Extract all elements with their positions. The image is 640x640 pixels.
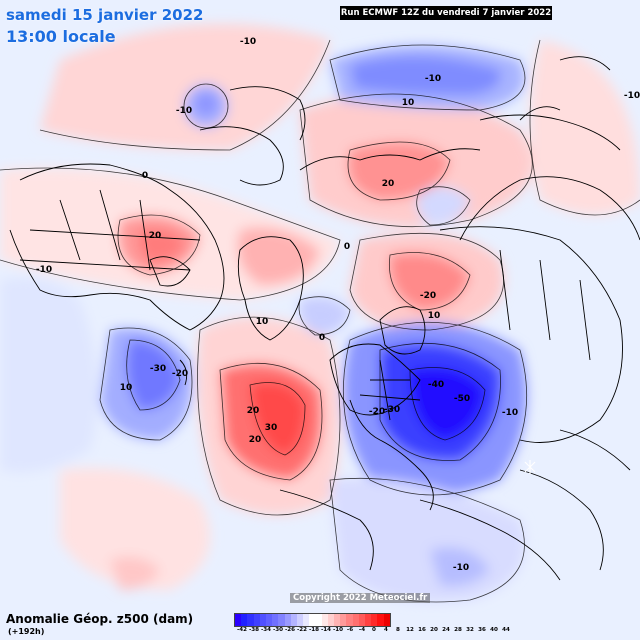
legend-tick-label: -22 (296, 627, 308, 633)
legend-tick-label: 20 (430, 627, 438, 633)
legend-color-cell (235, 614, 242, 626)
contour-label: 30 (264, 423, 278, 433)
legend-color-cell (272, 614, 279, 626)
contour-label: -50 (453, 394, 471, 404)
legend-tick-label: -6 (346, 627, 354, 633)
legend-color-cell (315, 614, 322, 626)
legend-color-cell (340, 614, 347, 626)
contour-label: -10 (35, 265, 53, 275)
legend-tick-label: -42 (236, 627, 248, 633)
legend-tick-label: 4 (384, 627, 388, 633)
legend-tick-label: -10 (332, 627, 344, 633)
legend-tick-label: 24 (442, 627, 450, 633)
legend-color-cell (303, 614, 310, 626)
legend-tick-label: 12 (406, 627, 414, 633)
contour-label: -30 (383, 405, 401, 415)
legend-tick-label: -14 (320, 627, 332, 633)
legend-color-cell (284, 614, 291, 626)
legend-tick-label: -34 (260, 627, 272, 633)
contour-label: -10 (175, 106, 193, 116)
contour-label: 10 (255, 317, 269, 327)
legend-tick-label: 28 (454, 627, 462, 633)
legend-color-cell (265, 614, 273, 626)
legend-color-cell (309, 614, 316, 626)
copyright-notice: Copyright 2022 Meteociel.fr (290, 593, 431, 603)
legend-tick-label: -30 (272, 627, 284, 633)
legend-tick-label: 8 (396, 627, 400, 633)
contour-label: 0 (141, 171, 149, 181)
legend-tick-label: 40 (490, 627, 498, 633)
legend-tick-label: 36 (478, 627, 486, 633)
legend-tick-label: -4 (358, 627, 366, 633)
contour-label: 0 (343, 242, 351, 252)
legend-color-cell (346, 614, 353, 626)
legend-color-cell (296, 614, 304, 626)
contour-label: -10 (239, 37, 257, 47)
contour-label: -20 (419, 291, 437, 301)
legend-color-cell (358, 614, 365, 626)
forecast-lead-time: (+192h) (8, 627, 45, 636)
contour-label: -10 (623, 91, 640, 101)
legend-tick-label: 16 (418, 627, 426, 633)
legend-tick-label: -26 (284, 627, 296, 633)
legend-color-cell (241, 614, 248, 626)
legend-color-cell (259, 614, 266, 626)
contour-label: -20 (368, 407, 386, 417)
contour-label: -40 (427, 380, 445, 390)
legend-color-cell (377, 614, 384, 626)
contour-label: -30 (149, 364, 167, 374)
contour-label: 10 (427, 311, 441, 321)
contour-label: 10 (401, 98, 415, 108)
legend-color-cell (321, 614, 328, 626)
legend-color-cell (247, 614, 254, 626)
legend-tick-label: 44 (502, 627, 510, 633)
contour-label: 10 (119, 383, 133, 393)
contour-label: 20 (246, 406, 260, 416)
legend-color-cell (352, 614, 359, 626)
color-legend (234, 613, 391, 627)
forecast-date: samedi 15 janvier 2022 (6, 6, 204, 24)
contour-label: -10 (501, 408, 519, 418)
legend-tick-label: 0 (372, 627, 376, 633)
contour-label: -10 (424, 74, 442, 84)
contour-label: -20 (171, 369, 189, 379)
contour-label: -10 (452, 563, 470, 573)
legend-tick-label: 32 (466, 627, 474, 633)
legend-color-cell (290, 614, 297, 626)
legend-title: Anomalie Géop. z500 (dam) (6, 612, 194, 626)
run-banner: Run ECMWF 12Z du vendredi 7 janvier 2022 (340, 6, 552, 20)
contour-label: 20 (381, 179, 395, 189)
legend-color-cell (278, 614, 285, 626)
legend-tick-label: -38 (248, 627, 260, 633)
legend-color-cell (253, 614, 260, 626)
legend-color-cell (334, 614, 341, 626)
legend-color-cell (364, 614, 372, 626)
legend-color-cell (383, 614, 390, 626)
legend-color-cell (327, 614, 334, 626)
forecast-time: 13:00 locale (6, 27, 116, 46)
legend-color-cell (371, 614, 378, 626)
legend-tick-label: -18 (308, 627, 320, 633)
legend-ticks: -42 -38 -34 -30 -26 -22 -18 -14 -10 -6 -4 0 4 8 12 16 20… (234, 627, 514, 639)
contour-label: 20 (148, 231, 162, 241)
contour-label: 20 (248, 435, 262, 445)
contour-label: 0 (318, 333, 326, 343)
